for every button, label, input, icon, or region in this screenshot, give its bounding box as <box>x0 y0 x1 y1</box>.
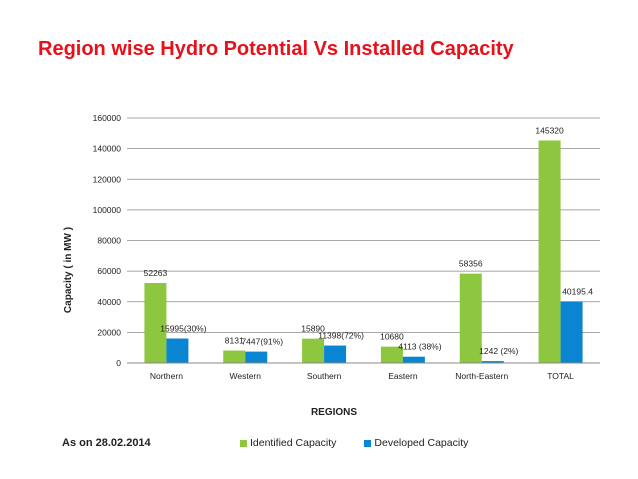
bar-identified <box>302 338 325 363</box>
bar-developed <box>560 301 583 363</box>
legend-swatch-identified <box>240 439 247 447</box>
y-tick-label: 160000 <box>93 113 122 123</box>
bar-developed <box>166 338 189 363</box>
x-axis-label: REGIONS <box>311 407 357 418</box>
x-axis-ticks: Northern Western Southern Eastern North-East… <box>150 371 574 381</box>
y-tick-label: 60000 <box>97 266 121 276</box>
bar-developed <box>324 345 347 363</box>
data-label-identified: 52263 <box>144 268 168 278</box>
bar-identified <box>380 346 403 363</box>
bar-identified <box>223 350 246 363</box>
bar-identified <box>459 273 482 363</box>
y-tick-label: 100000 <box>93 205 122 215</box>
legend-item-identified: Identified Capacity <box>240 437 336 449</box>
bar-identified <box>144 282 167 363</box>
data-label-developed: 11398(72%) <box>318 331 364 341</box>
data-label-developed: 4113 (38%) <box>398 342 441 352</box>
x-tick-label: North-Eastern <box>455 371 508 381</box>
bar-developed <box>481 361 504 363</box>
data-label-identified: 145320 <box>535 125 564 135</box>
x-tick-label: Southern <box>307 371 342 381</box>
chart-legend: Identified Capacity Developed Capacity <box>240 437 468 449</box>
gridlines <box>127 117 600 333</box>
legend-item-developed: Developed Capacity <box>364 437 468 449</box>
y-tick-label: 20000 <box>97 327 121 337</box>
y-tick-label: 40000 <box>97 297 121 307</box>
data-label-identified: 58356 <box>459 259 483 269</box>
bars <box>144 140 583 363</box>
y-tick-label: 0 <box>116 358 121 368</box>
y-axis-label: Capacity ( in MW ) <box>63 227 74 313</box>
data-label-identified: 15890 <box>301 324 325 334</box>
bar-identified <box>538 140 561 363</box>
y-tick-label: 80000 <box>97 236 121 246</box>
bar-developed <box>402 356 425 363</box>
x-tick-label: Eastern <box>388 371 418 381</box>
y-tick-label: 120000 <box>93 174 122 184</box>
x-tick-label: Northern <box>150 371 183 381</box>
as-on-date-note: As on 28.02.2014 <box>62 437 151 449</box>
legend-swatch-developed <box>364 439 372 447</box>
slide-title: Region wise Hydro Potential Vs Installed… <box>38 38 514 60</box>
bar-developed <box>245 351 268 363</box>
y-axis-ticks: 0 20000 40000 60000 80000 100000 120000 140000 1… <box>93 113 122 368</box>
data-label-developed: 1242 (2%) <box>479 346 518 356</box>
x-tick-label: Western <box>230 371 262 381</box>
legend-label-identified: Identified Capacity <box>250 437 337 449</box>
data-label-developed: 15995(30%) <box>160 324 206 334</box>
y-tick-label: 140000 <box>93 144 122 154</box>
data-label-identified: 8131 <box>225 336 244 346</box>
data-label-developed: 40195.4 <box>562 286 593 296</box>
data-label-developed: 7447(91%) <box>241 337 283 347</box>
data-label-identified: 10680 <box>380 332 404 342</box>
legend-label-developed: Developed Capacity <box>374 437 469 449</box>
x-tick-label: TOTAL <box>547 371 574 381</box>
